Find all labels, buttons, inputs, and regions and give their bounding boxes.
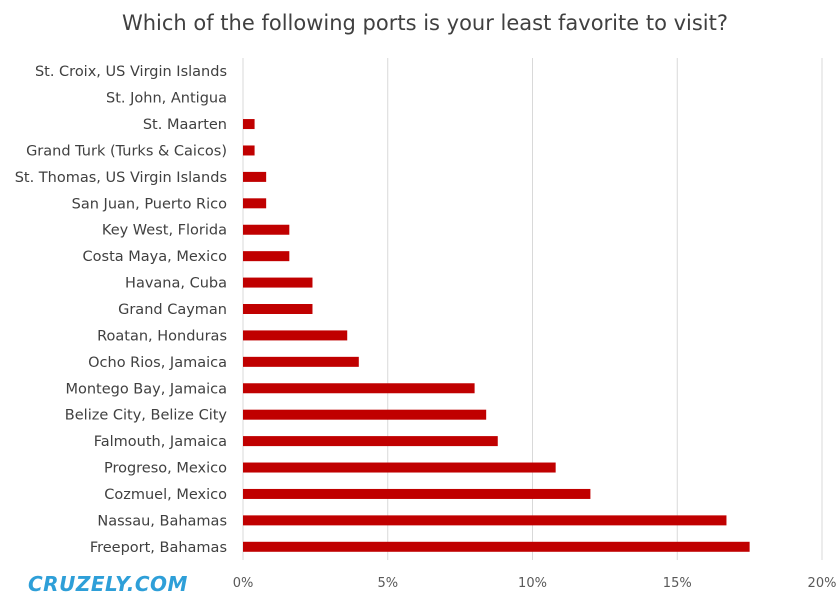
category-label: St. Thomas, US Virgin Islands: [15, 170, 227, 186]
category-label: Cozmuel, Mexico: [104, 487, 227, 503]
category-label: Nassau, Bahamas: [97, 513, 227, 529]
category-label: Costa Maya, Mexico: [83, 249, 228, 265]
x-tick-label: 20%: [808, 576, 837, 591]
bar: [243, 277, 313, 288]
bar: [243, 198, 267, 209]
category-label: Grand Cayman: [118, 302, 227, 318]
x-tick-labels: 0% 5% 10% 15% 20%: [233, 576, 837, 591]
category-label: Havana, Cuba: [125, 276, 227, 292]
category-label: Freeport, Bahamas: [90, 540, 227, 556]
bar: [243, 304, 313, 314]
gridlines: [242, 58, 823, 560]
watermark-logo: CRUZELY.COM: [28, 572, 188, 596]
category-label: Roatan, Honduras: [97, 328, 227, 344]
bar: [243, 224, 290, 235]
category-label: St. Maarten: [143, 117, 227, 133]
bar: [243, 171, 267, 182]
bar: [243, 541, 750, 552]
category-label: St. John, Antigua: [106, 91, 227, 107]
bar: [243, 409, 487, 420]
bar: [243, 356, 359, 367]
category-labels: St. Croix, US Virgin Islands St. John, An…: [15, 64, 228, 556]
bar: [243, 145, 255, 156]
x-tick-label: 10%: [518, 576, 547, 591]
bars: [243, 119, 750, 552]
bar: [243, 462, 556, 473]
bar: [243, 383, 475, 394]
category-label: Montego Bay, Jamaica: [65, 381, 227, 397]
category-label: Belize City, Belize City: [65, 408, 228, 424]
category-label: Ocho Rios, Jamaica: [88, 355, 227, 371]
bar: [243, 251, 290, 262]
category-label: Key West, Florida: [102, 223, 227, 239]
bar: [243, 515, 727, 526]
category-label: Falmouth, Jamaica: [94, 434, 227, 450]
chart-title: Which of the following ports is your lea…: [122, 11, 728, 35]
category-label: Progreso, Mexico: [104, 461, 227, 477]
bar: [243, 488, 591, 499]
category-label: St. Croix, US Virgin Islands: [35, 64, 227, 80]
bar: [243, 436, 498, 447]
bar: [243, 330, 348, 341]
bar: [243, 119, 255, 130]
category-label: San Juan, Puerto Rico: [72, 196, 227, 212]
x-tick-label: 5%: [377, 576, 398, 591]
x-tick-label: 15%: [663, 576, 692, 591]
category-label: Grand Turk (Turks & Caicos): [26, 143, 227, 159]
x-tick-label: 0%: [233, 576, 254, 591]
